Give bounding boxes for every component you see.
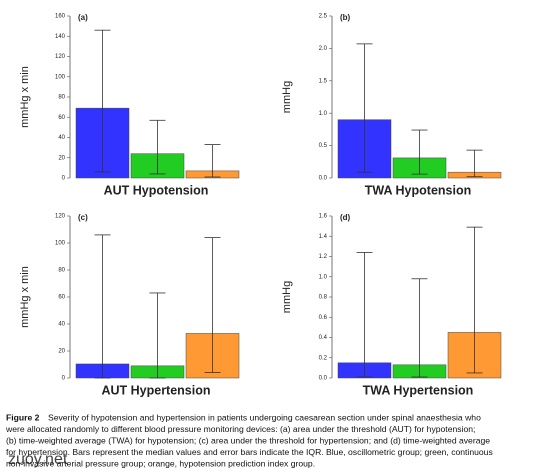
panel-label: (d) bbox=[340, 213, 351, 222]
y-tick-label: 0.5 bbox=[319, 143, 328, 149]
y-tick-label: 0 bbox=[62, 176, 66, 182]
y-tick-label: 60 bbox=[58, 295, 65, 301]
caption-line: non-invasive arterial pressure group; or… bbox=[6, 458, 315, 468]
caption-line: (b) time-weighted average (TWA) for hypo… bbox=[6, 435, 490, 445]
panel-label: (a) bbox=[78, 13, 88, 22]
y-tick-label: 100 bbox=[55, 74, 66, 80]
y-tick-label: 0.6 bbox=[319, 315, 328, 321]
y-tick-label: 0.2 bbox=[319, 355, 328, 361]
panel-label: (c) bbox=[78, 213, 88, 222]
y-tick-label: 0.4 bbox=[319, 335, 328, 341]
y-tick-label: 20 bbox=[58, 349, 65, 355]
y-tick-label: 0.0 bbox=[319, 176, 328, 182]
y-tick-label: 0 bbox=[62, 376, 66, 382]
panel-label: (b) bbox=[340, 13, 351, 22]
y-axis-label: mmHg bbox=[281, 81, 293, 113]
y-tick-label: 1.0 bbox=[319, 274, 328, 280]
y-tick-label: 0.8 bbox=[319, 295, 328, 301]
y-tick-label: 2.0 bbox=[319, 46, 328, 52]
y-tick-label: 80 bbox=[58, 268, 65, 274]
x-axis-label: AUT Hypertension bbox=[101, 383, 210, 397]
caption-label: Figure 2 bbox=[6, 412, 40, 422]
y-tick-label: 1.0 bbox=[319, 111, 328, 117]
y-axis-label: mmHg x min bbox=[19, 66, 31, 128]
y-tick-label: 1.6 bbox=[319, 214, 328, 220]
caption-line: for hypertension. Bars represent the med… bbox=[6, 447, 493, 457]
watermark: zuoy.net bbox=[8, 451, 68, 468]
y-tick-label: 20 bbox=[58, 155, 65, 161]
y-tick-label: 1.5 bbox=[319, 78, 328, 84]
y-tick-label: 0.0 bbox=[319, 376, 328, 382]
caption-line: were allocated randomly to different blo… bbox=[5, 424, 475, 434]
y-tick-label: 80 bbox=[58, 95, 65, 101]
x-axis-label: TWA Hypertension bbox=[363, 383, 474, 397]
y-tick-label: 60 bbox=[58, 115, 65, 121]
y-tick-label: 40 bbox=[58, 135, 65, 141]
y-tick-label: 120 bbox=[55, 54, 66, 60]
y-tick-label: 2.5 bbox=[319, 14, 328, 20]
y-tick-label: 140 bbox=[55, 34, 66, 40]
y-tick-label: 1.4 bbox=[319, 234, 328, 240]
y-tick-label: 120 bbox=[55, 214, 66, 220]
y-axis-label: mmHg bbox=[281, 281, 293, 313]
x-axis-label: TWA Hypotension bbox=[365, 183, 471, 197]
x-axis-label: AUT Hypotension bbox=[104, 183, 209, 197]
y-axis-label: mmHg x min bbox=[19, 266, 31, 328]
y-tick-label: 100 bbox=[55, 241, 66, 247]
caption-line: Severity of hypotension and hypertension… bbox=[48, 412, 481, 422]
y-tick-label: 1.2 bbox=[319, 254, 328, 260]
y-tick-label: 40 bbox=[58, 322, 65, 328]
y-tick-label: 160 bbox=[55, 14, 66, 20]
